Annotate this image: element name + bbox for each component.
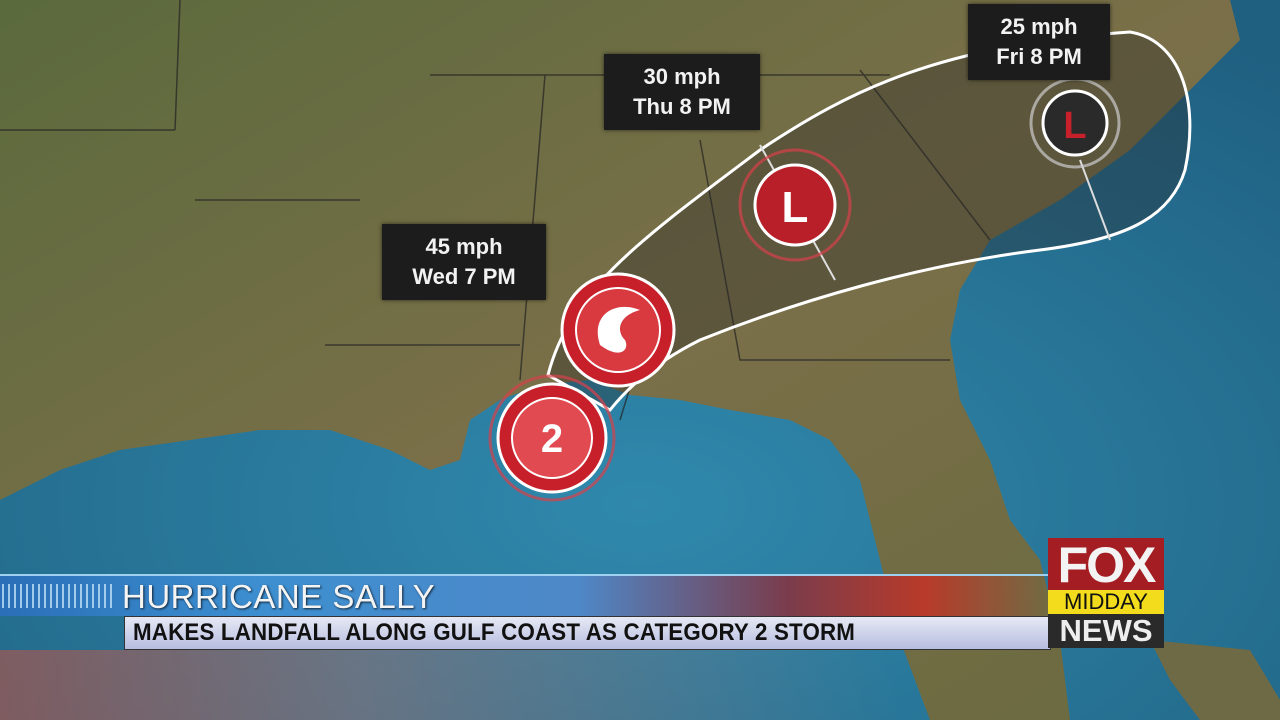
hurricane-icon-cat2: 2 [488,374,616,502]
storm-category-label: 2 [541,417,563,461]
headline: HURRICANE SALLY [122,578,436,615]
forecast-time: Fri 8 PM [996,44,1082,69]
forecast-label-thu: 30 mph Thu 8 PM [604,54,760,130]
forecast-label-wed: 45 mph Wed 7 PM [382,224,546,300]
forecast-time: Wed 7 PM [412,264,516,289]
low-pressure-icon: L [1029,77,1121,169]
subheadline-bar: MAKES LANDFALL ALONG GULF COAST AS CATEG… [124,616,1051,650]
fox-midday-news-logo: FOX MIDDAY NEWS [1048,538,1164,648]
forecast-label-fri: 25 mph Fri 8 PM [968,4,1110,80]
wind-speed: 45 mph [425,234,503,259]
low-pressure-icon: L [738,148,852,262]
stripe-decoration [2,584,112,608]
low-label: L [782,183,809,232]
subheadline: MAKES LANDFALL ALONG GULF COAST AS CATEG… [133,619,856,646]
forecast-time: Thu 8 PM [633,94,731,119]
logo-midday: MIDDAY [1048,590,1164,614]
logo-fox: FOX [1048,538,1164,592]
hurricane-icon [560,272,676,388]
headline-bar: HURRICANE SALLY [0,574,1050,616]
lower-third-glow [0,650,900,720]
wind-speed: 30 mph [643,64,721,89]
logo-news: NEWS [1048,614,1164,648]
low-label: L [1063,105,1086,147]
wind-speed: 25 mph [1000,14,1078,39]
forecast-cone [546,30,1192,412]
cuba-fragment [1150,640,1280,720]
